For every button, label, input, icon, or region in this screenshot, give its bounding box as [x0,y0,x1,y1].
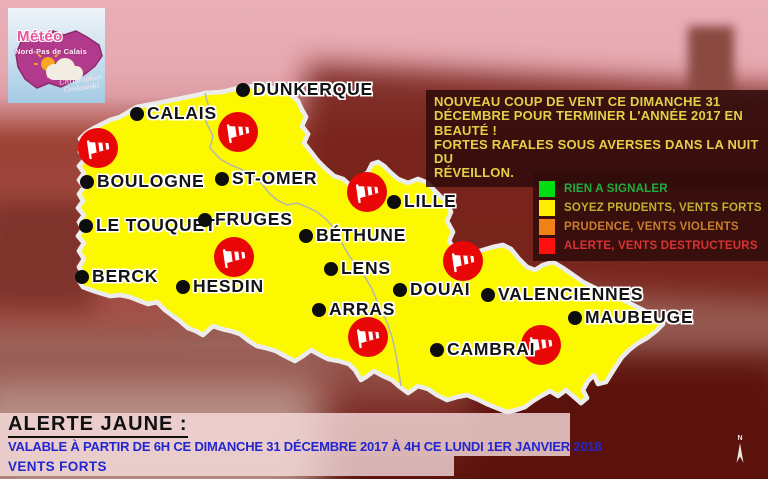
city-label: LENS [341,258,391,278]
city-dot [79,218,93,233]
city-marker-dunkerque: DUNKERQUE [236,79,373,100]
city-dot [130,106,144,121]
legend-color-swatch [539,237,555,254]
announcement-line: BEAUTÉ ! [434,122,497,138]
city-marker-b-thune: BÉTHUNE [299,225,406,246]
windsock-glyph [521,325,561,365]
legend-item: SOYEZ PRUDENTS, VENTS FORTS [539,198,768,217]
city-dot [324,261,338,276]
city-label: MAUBEUGE [585,307,694,327]
city-dot [176,279,190,294]
city-dot [198,212,212,227]
windsock-icon [348,317,388,357]
city-dot [236,82,250,97]
city-dot [215,171,229,186]
city-dot [393,282,407,297]
compass-n-label: N [737,435,743,442]
announcement-line: DÉCEMBRE POUR TERMINER L'ANNÉE 2017 EN [434,108,744,124]
windsock-icon [214,237,254,277]
windsock-icon [347,172,387,212]
city-label: LE TOUQUET [96,215,217,235]
windsock-glyph [78,128,118,168]
city-label: HESDIN [193,276,264,296]
legend-item: ALERTE, VENTS DESTRUCTEURS [539,236,768,255]
city-label: BOULOGNE [97,171,205,191]
legend-label: RIEN A SIGNALER [564,182,668,195]
alert-banner [0,413,570,456]
city-dot [481,287,495,302]
city-marker-douai: DOUAI [393,279,470,300]
windsock-glyph [347,172,387,212]
city-dot [299,228,313,243]
windsock-glyph [218,112,258,152]
city-label: FRUGES [215,209,293,229]
windsock-glyph [348,317,388,357]
announcement-line: FORTES RAFALES SOUS AVERSES DANS LA NUIT… [434,136,759,167]
alert-level-title: ALERTE JAUNE : [8,413,188,438]
north-compass-icon: N [731,435,749,469]
meteo-logo: Météo Nord-Pas de Calais Christopher Gre… [8,8,105,103]
announcement-text: NOUVEAU COUP DE VENT CE DIMANCHE 31 DÉCEM… [434,94,762,181]
city-marker-arras: ARRAS [312,299,395,320]
city-dot [80,174,94,189]
alert-validity-text: VALABLE À PARTIR DE 6H CE DIMANCHE 31 DÉ… [8,439,602,454]
city-label: ARRAS [329,299,396,319]
legend-label: ALERTE, VENTS DESTRUCTEURS [564,239,758,252]
city-dot [312,302,326,317]
city-label: DUNKERQUE [253,79,373,99]
windsock-glyph [214,237,254,277]
city-label: BÉTHUNE [316,225,407,245]
compass-arrow [736,443,744,463]
city-marker-maubeuge: MAUBEUGE [568,307,694,328]
city-dot [387,194,401,209]
alert-phenomenon-text: VENTS FORTS [8,459,107,474]
windsock-icon [443,241,483,281]
city-marker-lille: LILLE [387,191,457,212]
city-marker-hesdin: HESDIN [176,276,264,297]
alert-phenomenon-band [0,456,454,476]
city-label: VALENCIENNES [498,284,644,304]
alert-legend: RIEN A SIGNALER SOYEZ PRUDENTS, VENTS FOR… [533,172,768,261]
city-marker-fruges: FRUGES [198,209,293,230]
logo-title: Météo [17,28,63,45]
legend-items: RIEN A SIGNALER SOYEZ PRUDENTS, VENTS FOR… [539,179,768,255]
city-marker-berck: BERCK [75,266,158,287]
city-marker-calais: CALAIS [130,103,217,124]
city-label: CAMBRAI [447,339,536,359]
legend-item: PRUDENCE, VENTS VIOLENTS [539,217,768,236]
logo-subtitle: Nord-Pas de Calais [15,47,87,56]
legend-label: PRUDENCE, VENTS VIOLENTS [564,220,739,233]
city-marker-boulogne: BOULOGNE [80,171,205,192]
city-marker-le-touquet: LE TOUQUET [79,215,216,236]
legend-color-swatch [539,218,555,235]
announcement-line: RÉVEILLON. [434,165,515,181]
city-marker-st-omer: ST-OMER [215,168,317,189]
city-label: CALAIS [147,103,217,123]
logo-region-blob [15,30,103,89]
city-label: LILLE [404,191,457,211]
city-label: ST-OMER [232,168,318,188]
announcement-box: NOUVEAU COUP DE VENT CE DIMANCHE 31 DÉCEM… [426,90,768,187]
city-marker-cambrai: CAMBRAI [430,339,535,360]
windsock-icon [78,128,118,168]
city-dot [75,269,89,284]
windsock-glyph [443,241,483,281]
department-border [204,92,402,387]
city-dot [430,342,444,357]
city-dot [568,310,582,325]
city-marker-lens: LENS [324,258,391,279]
legend-color-swatch [539,199,555,216]
announcement-line: NOUVEAU COUP DE VENT CE DIMANCHE 31 [434,94,721,109]
city-label: BERCK [92,266,159,286]
cloud-icon [46,58,83,80]
windsock-icon [218,112,258,152]
legend-item: RIEN A SIGNALER [539,179,768,198]
city-label: DOUAI [410,279,471,299]
city-marker-valenciennes: VALENCIENNES [481,284,643,305]
windsock-icon [521,325,561,365]
legend-color-swatch [539,180,555,197]
legend-label: SOYEZ PRUDENTS, VENTS FORTS [564,201,762,214]
